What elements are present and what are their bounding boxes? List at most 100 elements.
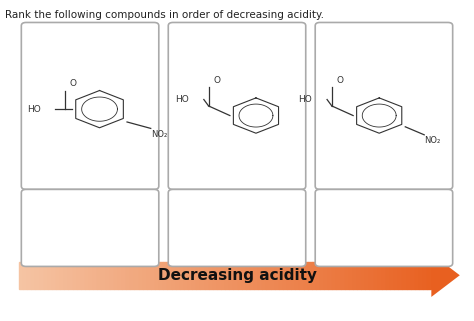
Bar [382, 262, 386, 289]
Bar [410, 262, 415, 289]
Bar [423, 262, 427, 289]
Bar [56, 262, 60, 289]
Bar [109, 262, 114, 289]
Bar [407, 262, 410, 289]
Bar [205, 262, 209, 289]
Bar [151, 262, 155, 289]
Bar [419, 262, 423, 289]
Bar [365, 262, 370, 289]
Bar [427, 262, 431, 289]
Bar [233, 262, 237, 289]
Bar [221, 262, 225, 289]
FancyBboxPatch shape [21, 22, 159, 189]
FancyBboxPatch shape [168, 189, 306, 266]
Bar [114, 262, 118, 289]
Bar [81, 262, 85, 289]
Bar [353, 262, 357, 289]
Bar [262, 262, 266, 289]
Bar [229, 262, 233, 289]
Bar [308, 262, 312, 289]
Bar [192, 262, 196, 289]
Bar [27, 262, 31, 289]
Bar [374, 262, 378, 289]
Bar [337, 262, 341, 289]
Bar [332, 262, 337, 289]
Bar [300, 262, 303, 289]
FancyBboxPatch shape [21, 189, 159, 266]
FancyBboxPatch shape [168, 22, 306, 189]
Bar [68, 262, 73, 289]
Bar [188, 262, 192, 289]
Bar [254, 262, 258, 289]
Bar [159, 262, 163, 289]
Text: HO: HO [175, 95, 189, 104]
Bar [402, 262, 407, 289]
Text: Decreasing acidity: Decreasing acidity [157, 268, 317, 283]
Bar [291, 262, 295, 289]
Bar [361, 262, 365, 289]
Bar [201, 262, 205, 289]
Bar [394, 262, 398, 289]
Bar [217, 262, 221, 289]
Text: NO₂: NO₂ [424, 136, 440, 145]
Bar [279, 262, 283, 289]
Bar [341, 262, 345, 289]
Bar [89, 262, 93, 289]
Text: O: O [213, 76, 220, 85]
Bar [295, 262, 300, 289]
Bar [180, 262, 184, 289]
Bar [225, 262, 229, 289]
Bar [378, 262, 382, 289]
Bar [345, 262, 349, 289]
Bar [324, 262, 328, 289]
Bar [250, 262, 254, 289]
Bar [19, 262, 23, 289]
Bar [390, 262, 394, 289]
Bar [101, 262, 106, 289]
Bar [398, 262, 402, 289]
Bar [73, 262, 77, 289]
Bar [143, 262, 147, 289]
Bar [303, 262, 308, 289]
Bar [172, 262, 176, 289]
Text: HO: HO [299, 95, 312, 104]
Text: Rank the following compounds in order of decreasing acidity.: Rank the following compounds in order of… [5, 10, 324, 20]
Bar [196, 262, 201, 289]
Bar [287, 262, 291, 289]
Bar [106, 262, 109, 289]
Bar [31, 262, 36, 289]
Bar [209, 262, 213, 289]
Bar [126, 262, 130, 289]
Bar [357, 262, 361, 289]
Bar [386, 262, 390, 289]
Bar [93, 262, 97, 289]
Bar [40, 262, 44, 289]
Bar [246, 262, 250, 289]
Bar [312, 262, 316, 289]
Bar [163, 262, 167, 289]
Bar [184, 262, 188, 289]
Bar [316, 262, 320, 289]
Bar [155, 262, 159, 289]
Bar [44, 262, 48, 289]
Bar [147, 262, 151, 289]
Bar [135, 262, 138, 289]
Polygon shape [431, 254, 460, 297]
Text: HO: HO [27, 105, 41, 114]
Bar [85, 262, 89, 289]
Bar [23, 262, 27, 289]
Bar [77, 262, 81, 289]
Bar [266, 262, 271, 289]
Bar [242, 262, 246, 289]
Bar [258, 262, 262, 289]
Bar [283, 262, 287, 289]
Bar [130, 262, 135, 289]
Bar [52, 262, 56, 289]
Bar [60, 262, 64, 289]
Bar [271, 262, 274, 289]
Bar [176, 262, 180, 289]
Bar [167, 262, 172, 289]
Bar [138, 262, 143, 289]
Bar [415, 262, 419, 289]
FancyBboxPatch shape [315, 22, 453, 189]
